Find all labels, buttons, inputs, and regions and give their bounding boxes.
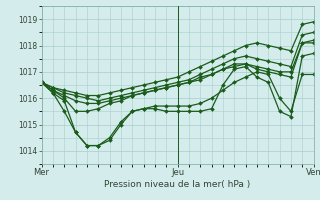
X-axis label: Pression niveau de la mer( hPa ): Pression niveau de la mer( hPa ) <box>104 180 251 189</box>
